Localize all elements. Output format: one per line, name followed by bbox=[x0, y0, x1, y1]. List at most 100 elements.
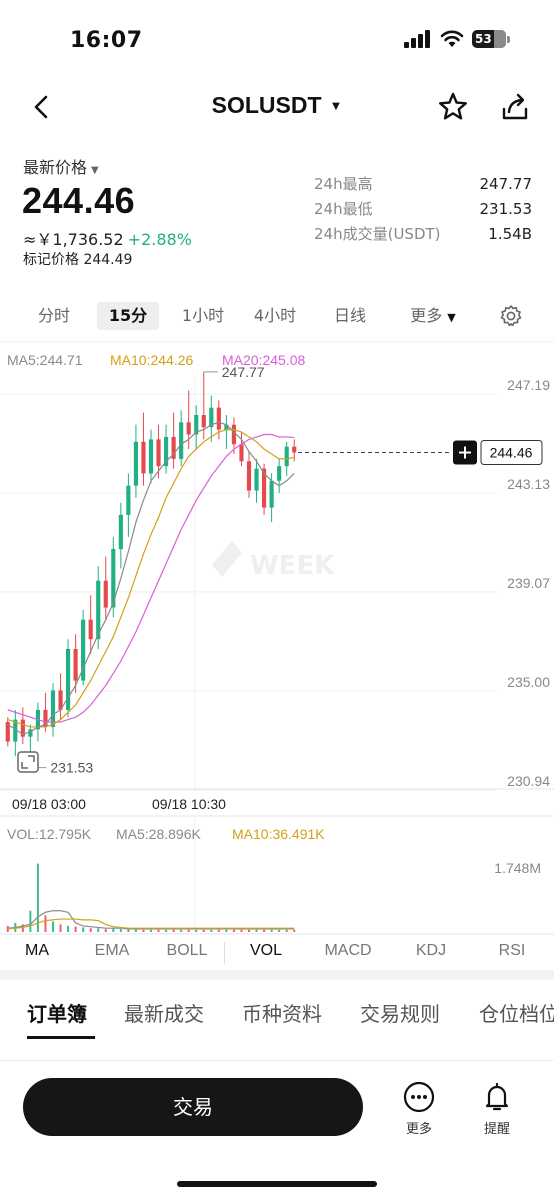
volume-ma10-line bbox=[7, 918, 295, 930]
trade-button[interactable]: 交易 bbox=[23, 1078, 363, 1136]
star-icon[interactable] bbox=[436, 90, 470, 124]
timeframe-tab-1h[interactable]: 1小时 bbox=[181, 306, 225, 325]
timeframe-tab-timeshare[interactable]: 分时 bbox=[37, 306, 70, 325]
gear-icon[interactable] bbox=[499, 304, 523, 328]
candle-up bbox=[81, 619, 86, 681]
volume-bar bbox=[134, 928, 137, 932]
timeframe-more[interactable]: 更多 ▼ bbox=[398, 302, 468, 330]
share-icon[interactable] bbox=[498, 90, 532, 124]
caret-down-icon: ▼ bbox=[447, 311, 456, 324]
timeframe-tab-daily[interactable]: 日线 bbox=[333, 306, 366, 325]
timeframe-tab-15m[interactable]: 15分 bbox=[97, 302, 159, 330]
tab-coin-info[interactable]: 币种资料 bbox=[242, 1002, 322, 1026]
indicator-ma[interactable]: MA bbox=[25, 942, 49, 959]
indicator-rsi[interactable]: RSI bbox=[498, 942, 526, 959]
tab-position-tiers[interactable]: 仓位档位 bbox=[479, 1002, 554, 1026]
candle-down bbox=[5, 722, 10, 742]
price-tick-label: 243.13 bbox=[507, 476, 550, 492]
x-tick-0: 09/18 03:00 bbox=[12, 796, 86, 812]
x-tick-1: 09/18 10:30 bbox=[152, 796, 226, 812]
more-button[interactable]: 更多 bbox=[394, 1080, 444, 1137]
alert-button[interactable]: 提醒 bbox=[472, 1080, 522, 1137]
candle-up bbox=[164, 436, 169, 467]
volume-bar bbox=[127, 928, 130, 932]
volume-ma5-line bbox=[7, 910, 295, 930]
candle-down bbox=[141, 441, 146, 474]
wifi-icon bbox=[440, 30, 464, 47]
candle-down bbox=[262, 468, 267, 508]
chart-area[interactable]: WEEK 247.19 243.13 239.07 235.00 230.94 MA5:… bbox=[0, 338, 554, 938]
volume-bar bbox=[36, 863, 39, 932]
timeframe-tab-4h[interactable]: 4小时 bbox=[253, 306, 297, 325]
volume-bar bbox=[217, 929, 220, 932]
fullscreen-icon[interactable] bbox=[17, 751, 39, 773]
volume-bar bbox=[240, 929, 243, 932]
caret-down-icon: ▼ bbox=[91, 165, 99, 176]
candle-down bbox=[292, 446, 297, 453]
indicator-ema[interactable]: EMA bbox=[94, 942, 130, 959]
candle-down bbox=[201, 414, 206, 428]
indicator-macd[interactable]: MACD bbox=[324, 942, 372, 959]
candle-down bbox=[43, 709, 48, 727]
back-icon[interactable] bbox=[28, 92, 56, 122]
signal-icon bbox=[404, 30, 430, 48]
candle-up bbox=[50, 690, 56, 727]
ma20-line bbox=[7, 433, 295, 723]
candle-up bbox=[96, 580, 101, 640]
candle-up bbox=[194, 414, 199, 435]
fiat-price: ≈￥1,736.52 bbox=[23, 230, 124, 249]
legend-ma20: MA20:245.08 bbox=[222, 352, 305, 368]
vol-legend-ma5: MA5:28.896K bbox=[116, 826, 201, 842]
home-indicator bbox=[177, 1181, 377, 1187]
high-label: 247.77 bbox=[222, 364, 265, 380]
volume-max-label: 1.748M bbox=[494, 860, 541, 876]
indicator-kdj[interactable]: KDJ bbox=[415, 942, 447, 959]
price-type-selector[interactable]: 最新价格 ▼ bbox=[23, 154, 99, 178]
indicator-vol[interactable]: VOL bbox=[249, 942, 283, 959]
candle-up bbox=[269, 480, 274, 508]
vol-legend-vol: VOL:12.795K bbox=[7, 826, 92, 842]
candle-up bbox=[254, 468, 259, 491]
add-order-button[interactable] bbox=[453, 440, 477, 465]
price-tick-label: 247.19 bbox=[507, 377, 550, 393]
tab-latest-trades[interactable]: 最新成交 bbox=[124, 1002, 204, 1026]
candle-up bbox=[284, 446, 289, 467]
nav-bar: SOLUSDT ▼ bbox=[0, 80, 554, 136]
candle-down bbox=[20, 719, 25, 737]
tab-trading-rules[interactable]: 交易规则 bbox=[360, 1002, 440, 1026]
symbol-selector[interactable]: SOLUSDT ▼ bbox=[0, 92, 554, 119]
stats-panel: 24h最高 247.77 24h最低 231.53 24h成交量(USDT) 1… bbox=[314, 172, 532, 247]
volume-bar bbox=[150, 929, 152, 932]
indicator-bar: MA EMA BOLL VOL MACD KDJ RSI bbox=[0, 938, 554, 968]
kline-chart[interactable]: WEEK 247.19 243.13 239.07 235.00 230.94 MA5:… bbox=[0, 338, 554, 938]
volume-bar bbox=[112, 928, 115, 932]
volume-bar bbox=[59, 924, 62, 932]
legend-ma5: MA5:244.71 bbox=[7, 352, 83, 368]
price-section: 最新价格 ▼ 244.46 ≈￥1,736.52 +2.88% 标记价格 244.4… bbox=[0, 148, 554, 270]
candle-up bbox=[66, 648, 71, 710]
volume-bar bbox=[248, 929, 250, 932]
section-divider bbox=[0, 970, 554, 980]
candle-up bbox=[148, 439, 154, 474]
candle-down bbox=[88, 619, 93, 640]
last-price-tag bbox=[480, 440, 543, 466]
indicator-boll[interactable]: BOLL bbox=[166, 942, 208, 959]
volume-bar bbox=[44, 915, 47, 932]
price-tick-label: 239.07 bbox=[507, 575, 550, 591]
volume-bar bbox=[21, 924, 24, 932]
volume-bar bbox=[232, 929, 235, 932]
volume-bar bbox=[52, 921, 54, 932]
alert-label: 提醒 bbox=[483, 1122, 510, 1137]
stat-label: 24h成交量(USDT) bbox=[314, 225, 441, 243]
stat-label: 24h最低 bbox=[314, 200, 373, 218]
tab-orderbook[interactable]: 订单簿 bbox=[27, 1002, 87, 1026]
volume-bar bbox=[278, 929, 281, 932]
candle-down bbox=[186, 422, 191, 435]
candle-up bbox=[224, 424, 229, 430]
volume-bar bbox=[195, 929, 198, 932]
watermark-text: WEEK bbox=[250, 551, 335, 581]
volume-bar bbox=[165, 929, 168, 932]
volume-bar bbox=[142, 929, 145, 932]
volume-bar bbox=[67, 925, 70, 932]
candle-up bbox=[118, 514, 123, 550]
